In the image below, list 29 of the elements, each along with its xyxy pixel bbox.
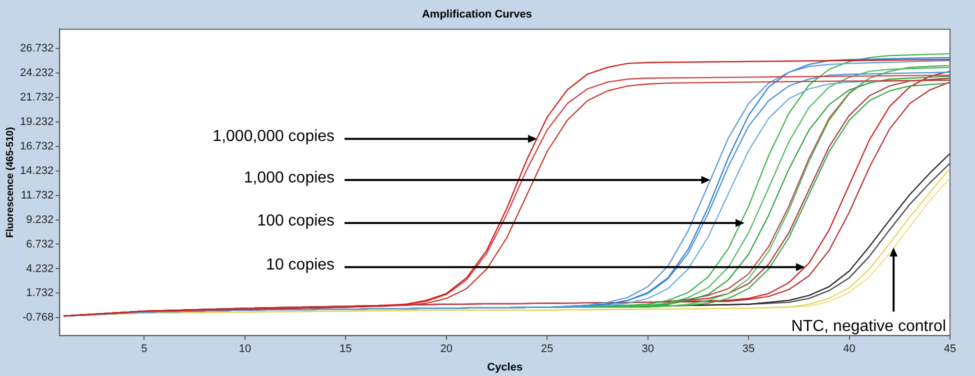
y-tick-label: 16.732 (20, 140, 54, 152)
y-tick-label: 19.232 (20, 116, 54, 128)
x-tick-label: 35 (742, 343, 755, 356)
annotation: 1,000 copies (244, 169, 335, 186)
y-tick-label: 14.232 (20, 164, 54, 177)
annotation: 1,000,000 copies (212, 128, 335, 146)
x-tick-label: 30 (642, 343, 654, 356)
x-tick-label: 5 (141, 343, 148, 356)
x-axis-title: Cycles (487, 361, 523, 374)
y-tick-label: 4.232 (26, 262, 54, 275)
x-tick-label: 15 (340, 343, 352, 356)
y-tick-label: -0.768 (22, 312, 54, 324)
annotation: 10 copies (266, 256, 335, 274)
annotation: 100 copies (257, 212, 335, 230)
y-tick-label: 9.232 (26, 214, 54, 226)
y-tick-label: 6.732 (26, 238, 54, 250)
x-tick-label: 40 (843, 343, 856, 356)
y-axis-title: Fluorescence (465-510) (4, 127, 16, 238)
x-tick-label: 20 (440, 343, 453, 356)
chart-title: Amplification Curves (422, 8, 532, 21)
y-tick-label: 26.732 (20, 42, 54, 54)
y-tick-label: 21.732 (20, 91, 54, 104)
y-tick-label: 24.232 (20, 66, 54, 79)
x-tick-label: 25 (541, 343, 554, 356)
x-tick-label: 45 (944, 343, 956, 356)
annotation: NTC, negative control (791, 318, 946, 336)
x-tick-label: 10 (238, 343, 252, 356)
y-tick-label: 1.732 (26, 287, 54, 300)
y-tick-label: 11.732 (20, 189, 54, 202)
